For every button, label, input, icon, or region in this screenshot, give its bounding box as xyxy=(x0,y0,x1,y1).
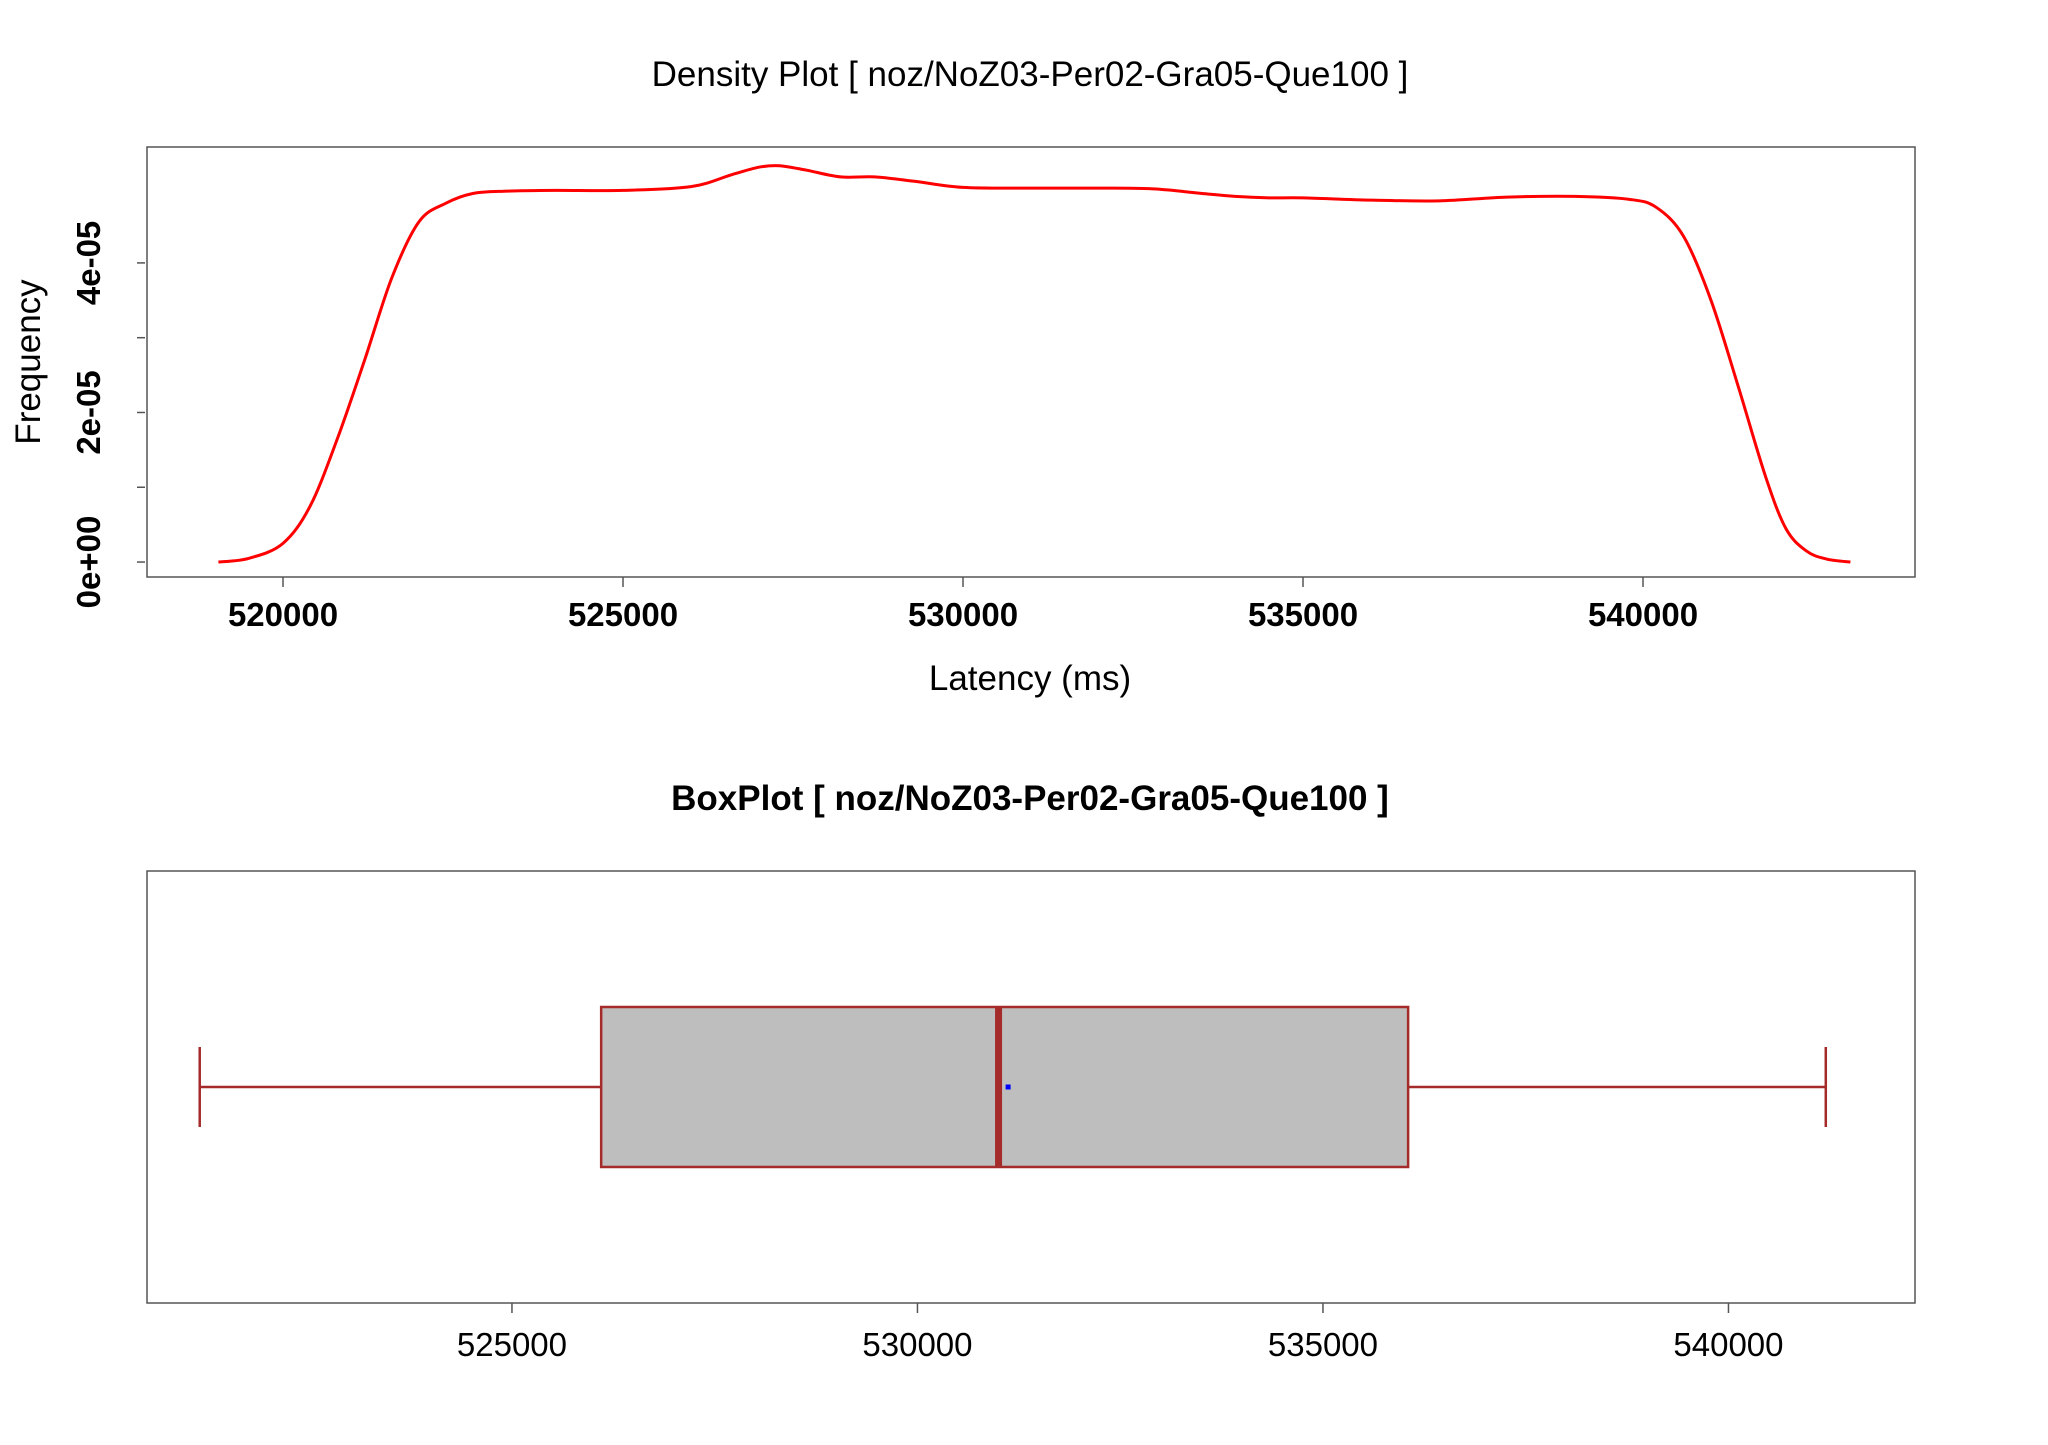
box-x-tick-label: 525000 xyxy=(457,1326,567,1363)
density-y-tick-label: 2e-05 xyxy=(70,370,107,454)
density-plot: Density Plot [ noz/NoZ03-Per02-Gra05-Que… xyxy=(9,55,1916,698)
density-y-axis-label: Frequency xyxy=(9,279,48,445)
box-x-tick-label: 535000 xyxy=(1268,1326,1378,1363)
density-x-tick-label: 530000 xyxy=(908,596,1018,633)
interquartile-box xyxy=(599,1005,1410,1169)
box-plot: BoxPlot [ noz/NoZ03-Per02-Gra05-Que100 ]… xyxy=(146,779,1916,1363)
density-x-tick-label: 535000 xyxy=(1248,596,1358,633)
density-x-tick-label: 520000 xyxy=(228,596,338,633)
density-plot-title: Density Plot [ noz/NoZ03-Per02-Gra05-Que… xyxy=(652,55,1409,94)
density-y-tick-label: 4e-05 xyxy=(70,221,107,305)
density-x-tick-label: 525000 xyxy=(568,596,678,633)
box-plot-title: BoxPlot [ noz/NoZ03-Per02-Gra05-Que100 ] xyxy=(671,779,1389,818)
density-x-tick-label: 540000 xyxy=(1588,596,1698,633)
density-plot-frame xyxy=(146,146,1916,578)
box-x-tick-label: 530000 xyxy=(862,1326,972,1363)
density-y-tick-label: 0e+00 xyxy=(70,516,107,609)
mean-point xyxy=(1005,1084,1011,1090)
density-curve xyxy=(218,164,1851,564)
box-marks xyxy=(198,1005,1828,1169)
box-x-tick-label: 540000 xyxy=(1673,1326,1783,1363)
box-x-axis: 525000 530000 535000 540000 xyxy=(457,1303,1784,1363)
density-x-axis-label: Latency (ms) xyxy=(929,659,1131,698)
box-plot-frame xyxy=(146,870,1916,1304)
density-y-axis: 0e+00 2e-05 4e-05 xyxy=(70,221,145,609)
density-x-axis: 520000 525000 530000 535000 540000 xyxy=(228,577,1698,633)
